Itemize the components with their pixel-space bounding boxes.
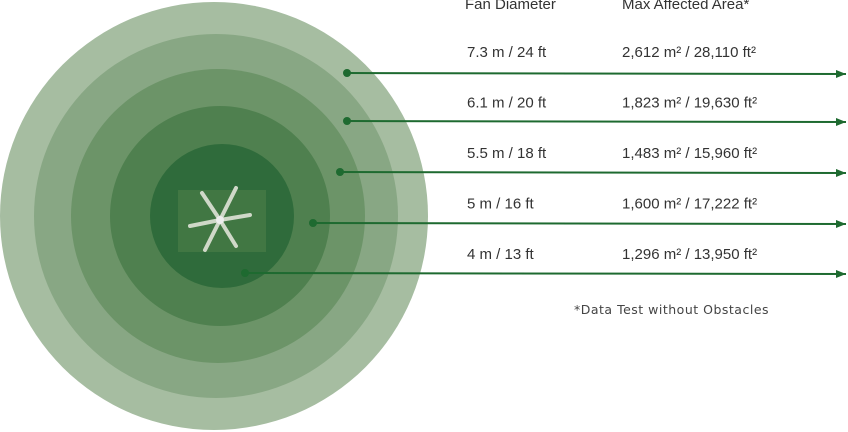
header-area: Max Affected Area* (622, 0, 749, 13)
diameter: 5.5 m / 18 ft (467, 145, 547, 162)
footnote: *Data Test without Obstacles (574, 302, 769, 317)
area: 2,612 m² / 28,110 ft² (622, 44, 756, 61)
pointer-dot (343, 69, 351, 77)
pointer-dot (241, 269, 249, 277)
pointer-line (244, 269, 847, 278)
pointer-dot (343, 117, 351, 125)
pointer-dot (309, 219, 317, 227)
diameter: 5 m / 16 ft (467, 196, 535, 213)
pointer-line (339, 168, 847, 177)
pointer-line (346, 69, 847, 78)
area: 1,823 m² / 19,630 ft² (622, 95, 757, 112)
diameter: 4 m / 13 ft (467, 246, 535, 263)
fan-icon (178, 186, 266, 252)
area: 1,296 m² / 13,950 ft² (622, 246, 757, 263)
area: 1,483 m² / 15,960 ft² (622, 145, 757, 162)
rows: 7.3 m / 24 ft 2,612 m² / 28,110 ft² 6.1 m … (241, 44, 847, 278)
pointer-dot (336, 168, 344, 176)
diameter: 7.3 m / 24 ft (467, 44, 547, 61)
pointer-line (312, 219, 847, 228)
header-diameter: Fan Diameter (465, 0, 556, 13)
area: 1,600 m² / 17,222 ft² (622, 196, 757, 213)
diameter: 6.1 m / 20 ft (467, 95, 547, 112)
pointer-line (346, 117, 847, 126)
